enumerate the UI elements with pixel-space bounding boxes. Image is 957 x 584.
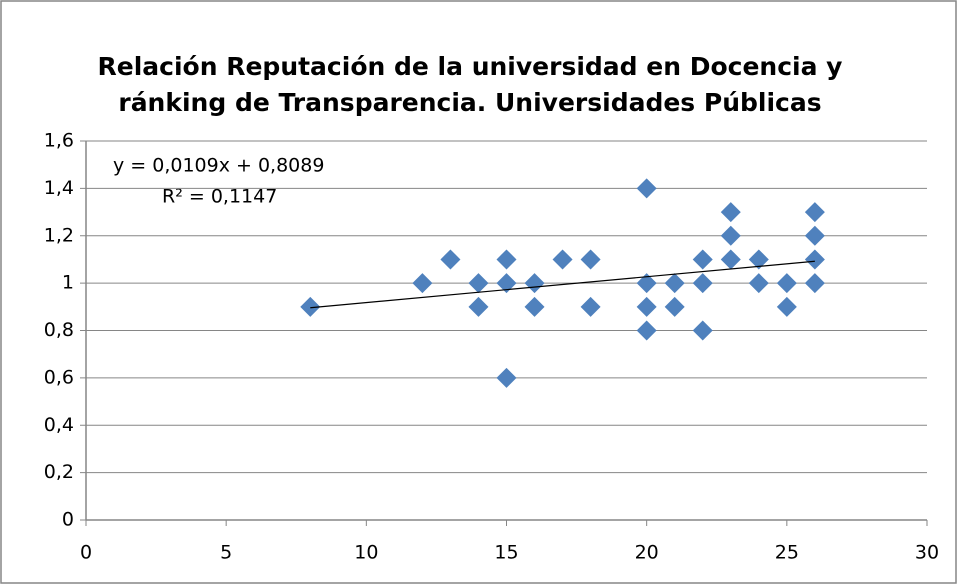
scatter-point [412,273,433,294]
scatter-point [692,273,713,294]
chart-title: ránking de Transparencia. Universidades … [118,88,821,117]
x-tick-label: 15 [494,542,518,564]
scatter-point [720,202,741,223]
x-tick-label: 10 [354,542,378,564]
y-tick-label: 0 [62,509,74,531]
scatter-point [636,296,657,317]
scatter-point [692,320,713,341]
scatter-point [580,249,601,270]
scatter-point [524,296,545,317]
scatter-point [300,296,321,317]
scatter-point [440,249,461,270]
r-squared: R² = 0,1147 [162,186,277,208]
scatter-point [636,178,657,199]
scatter-point [496,367,517,388]
y-tick-label: 0,8 [44,319,74,341]
scatter-point [664,296,685,317]
scatter-point [468,296,489,317]
x-tick-label: 5 [220,542,232,564]
scatter-point [468,273,489,294]
scatter-point [692,249,713,270]
scatter-point [496,273,517,294]
trendline [310,260,815,309]
y-tick-label: 1,2 [44,224,74,246]
x-tick-label: 20 [635,542,659,564]
y-tick-label: 1,6 [44,130,74,152]
scatter-point [776,273,797,294]
x-tick-label: 25 [775,542,799,564]
scatter-point [636,320,657,341]
scatter-point [804,249,825,270]
scatter-point [552,249,573,270]
trend-equation: y = 0,0109x + 0,8089 [113,155,324,177]
scatter-point [776,296,797,317]
scatter-point [720,249,741,270]
y-tick-label: 1 [62,272,74,294]
scatter-point [580,296,601,317]
scatter-point [804,273,825,294]
scatter-point [748,273,769,294]
scatter-point [664,273,685,294]
scatter-point [804,225,825,246]
scatter-point [748,249,769,270]
chart-title: Relación Reputación de la universidad en… [98,52,843,81]
y-tick-label: 0,6 [44,366,74,388]
y-tick-label: 0,4 [44,414,74,436]
scatter-point [496,249,517,270]
x-tick-label: 30 [915,542,939,564]
y-tick-label: 0,2 [44,461,74,483]
x-tick-label: 0 [80,542,92,564]
scatter-point [720,225,741,246]
scatter-point [636,273,657,294]
scatter-point [804,202,825,223]
y-tick-label: 1,4 [44,177,74,199]
